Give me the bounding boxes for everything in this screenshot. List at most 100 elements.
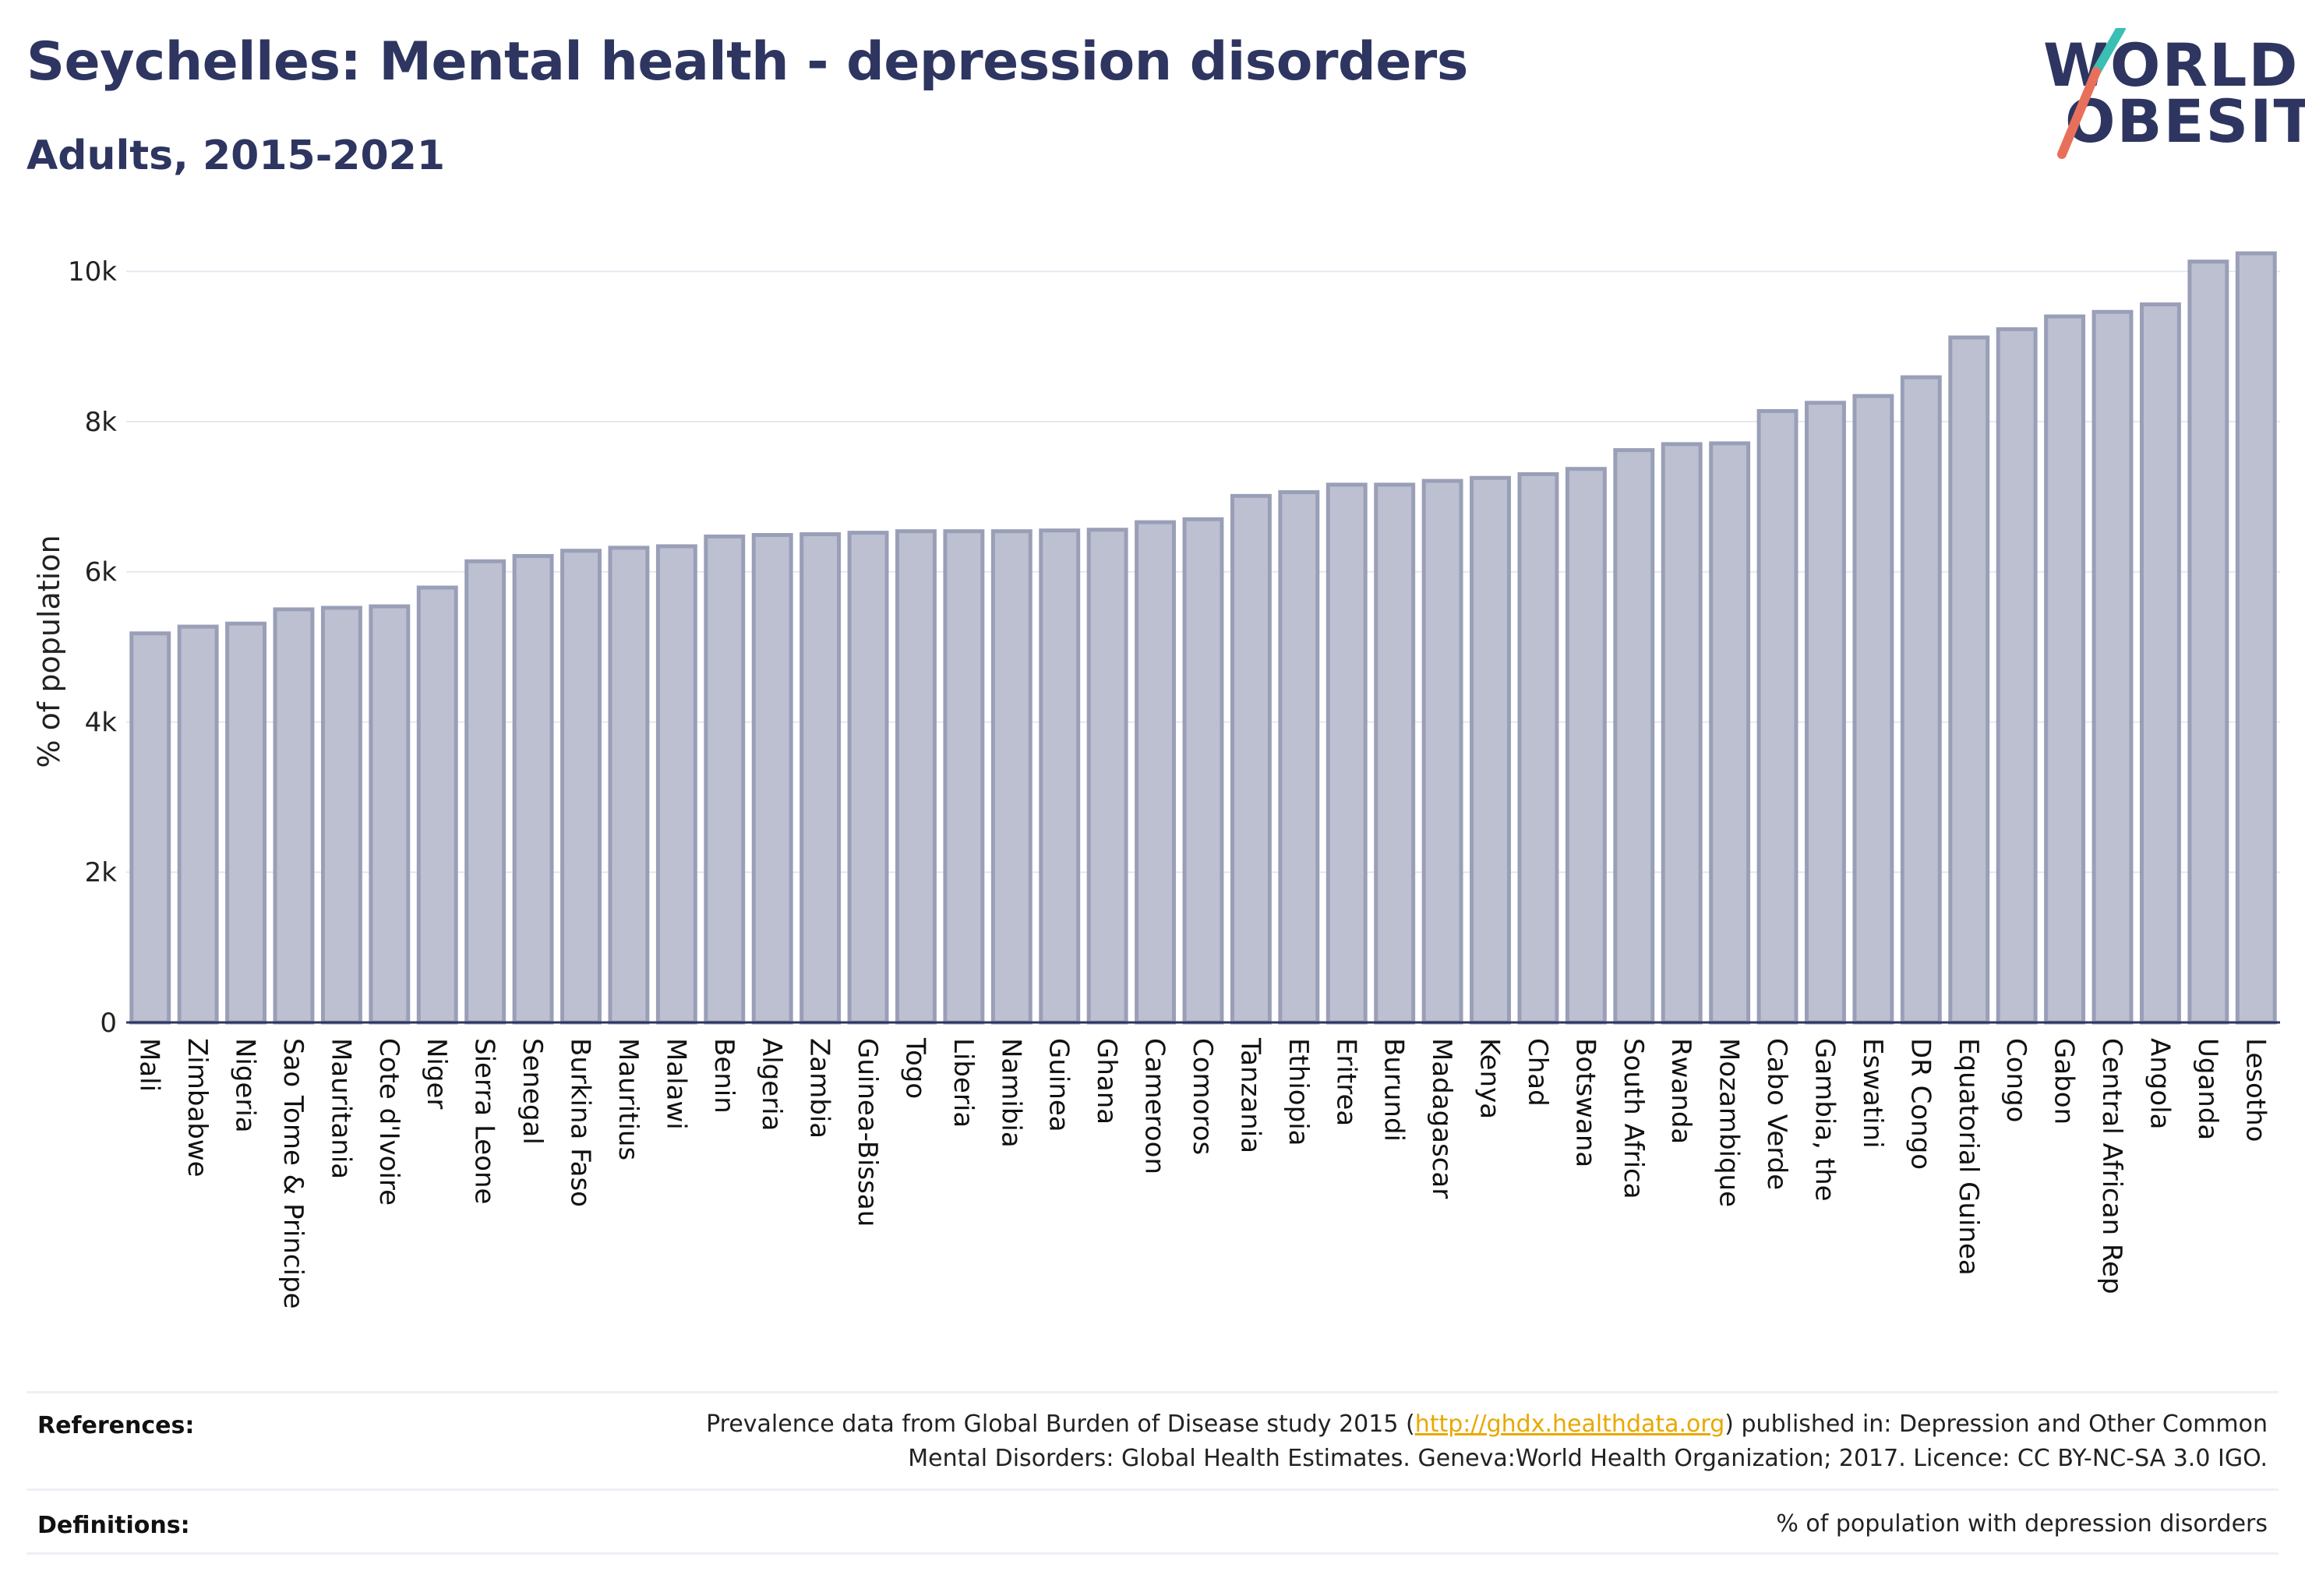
bar <box>655 544 697 1025</box>
bar-chart: 0 2k 4k 6k 8k 10k % of population Mali Zimbabwe N… <box>32 251 2280 1309</box>
bar <box>847 531 889 1025</box>
x-tick-label: Comoros <box>1187 1038 1218 1155</box>
bar <box>1039 528 1081 1025</box>
x-tick-label: Mali <box>134 1038 165 1092</box>
x-tick-label: Zambia <box>804 1038 835 1139</box>
bar <box>129 631 171 1025</box>
bar <box>943 529 985 1025</box>
x-tick-label: Cote d'Ivoire <box>373 1038 404 1206</box>
bar <box>2235 251 2277 1025</box>
bar <box>800 532 842 1025</box>
y-tick-label: 6k <box>85 557 118 588</box>
bar <box>1661 442 1703 1025</box>
x-tick-label: Rwanda <box>1665 1038 1696 1144</box>
x-tick-label: Madagascar <box>1426 1038 1457 1199</box>
references-line2: Mental Disorders: Global Health Estimate… <box>908 1445 2268 1472</box>
bar <box>1135 520 1177 1025</box>
bar <box>990 529 1032 1025</box>
y-tick-label: 4k <box>85 707 118 738</box>
x-tick-label: Chad <box>1522 1038 1553 1107</box>
bar <box>2139 302 2181 1025</box>
x-tick-label: Equatorial Guinea <box>1953 1038 1984 1276</box>
x-tick-label: Mozambique <box>1714 1038 1745 1207</box>
bar <box>1421 478 1463 1025</box>
bar <box>320 606 362 1025</box>
bar <box>1182 517 1224 1025</box>
x-tick-label: Mauritania <box>325 1038 356 1179</box>
x-tick-label: DR Congo <box>1904 1038 1936 1170</box>
references-text: Prevalence data from Global Burden of Di… <box>706 1407 2268 1476</box>
y-tick-label: 8k <box>85 407 118 438</box>
x-tick-label: Lesotho <box>2240 1038 2271 1142</box>
bar <box>1374 482 1416 1025</box>
x-tick-label: South Africa <box>1618 1038 1649 1199</box>
references-line1-post: ) published in: Depression and Other Com… <box>1724 1411 2268 1438</box>
bar <box>225 621 267 1025</box>
bar <box>1470 475 1511 1025</box>
bar <box>751 532 793 1025</box>
definitions-label: Definitions: <box>37 1512 190 1539</box>
x-tick-label: Central African Rep <box>2096 1038 2127 1294</box>
x-tick-label: Uganda <box>2192 1038 2223 1140</box>
bar <box>2091 309 2134 1025</box>
bar <box>560 549 602 1025</box>
y-tick-label: 0 <box>100 1008 117 1039</box>
chart-subtitle: Adults, 2015-2021 <box>26 132 446 179</box>
references-label: References: <box>37 1412 195 1439</box>
x-tick-label: Senegal <box>517 1038 548 1145</box>
bar <box>369 604 411 1025</box>
references-link[interactable]: http://ghdx.healthdata.org <box>1414 1411 1725 1438</box>
x-tick-label: Cabo Verde <box>1761 1038 1792 1190</box>
x-tick-label: Sao Tome & Principe <box>277 1038 309 1309</box>
bar <box>895 529 937 1025</box>
x-tick-label: Niger <box>421 1038 452 1109</box>
bar <box>1613 448 1655 1025</box>
bar <box>2044 314 2086 1025</box>
y-axis-label: % of population <box>32 535 66 768</box>
x-tick-label: Angola <box>2144 1038 2175 1129</box>
logo-slash-icon <box>2057 28 2126 159</box>
x-tick-label: Congo <box>2000 1038 2031 1122</box>
chart-title: Seychelles: Mental health - depression d… <box>26 31 1468 93</box>
bar <box>1948 335 1990 1025</box>
definitions-text: % of population with depression disorder… <box>1776 1510 2268 1538</box>
x-tick-label: Benin <box>708 1038 740 1114</box>
x-tick-label: Kenya <box>1474 1038 1505 1119</box>
bar <box>1756 408 1798 1025</box>
bar <box>416 585 458 1025</box>
bar <box>1230 493 1272 1025</box>
x-tick-label: Burundi <box>1378 1038 1410 1142</box>
bar <box>608 546 650 1025</box>
x-tick-label: Tanzania <box>1234 1037 1265 1153</box>
bar <box>273 607 315 1025</box>
bar <box>1278 490 1320 1025</box>
references-line1-pre: Prevalence data from Global Burden of Di… <box>706 1411 1415 1438</box>
x-tick-label: Sierra Leone <box>469 1038 500 1204</box>
x-tick-label: Malawi <box>660 1038 691 1130</box>
logo-line2: OBESITY <box>2065 87 2305 156</box>
footer-divider-middle <box>26 1488 2279 1491</box>
logo-line1: WORLD <box>2043 30 2300 100</box>
x-tick-label: Botswana <box>1569 1038 1601 1167</box>
bar <box>177 624 219 1025</box>
bar <box>1517 471 1559 1025</box>
x-tick-label: Liberia <box>948 1038 979 1128</box>
x-tick-label: Algeria <box>756 1038 787 1131</box>
x-tick-label: Zimbabwe <box>182 1038 213 1178</box>
x-tick-label: Guinea <box>1043 1038 1075 1132</box>
x-tick-label: Mauritius <box>612 1038 644 1160</box>
footer-divider-top <box>26 1391 2279 1393</box>
y-tick-label: 10k <box>68 256 117 288</box>
bar <box>1565 467 1607 1025</box>
bar <box>1996 327 2038 1025</box>
x-tick-label: Togo <box>899 1037 930 1099</box>
x-tick-label: Guinea-Bissau <box>852 1038 883 1227</box>
bar <box>1852 394 1894 1025</box>
footer-divider-bottom <box>26 1552 2279 1555</box>
bar <box>1900 375 1942 1025</box>
x-tick-label: Eritrea <box>1330 1038 1361 1126</box>
bar <box>512 553 554 1025</box>
bar <box>704 534 746 1025</box>
x-tick-label: Gambia, the <box>1809 1038 1840 1202</box>
world-obesity-logo: WORLD OBESITY <box>2034 28 2305 168</box>
